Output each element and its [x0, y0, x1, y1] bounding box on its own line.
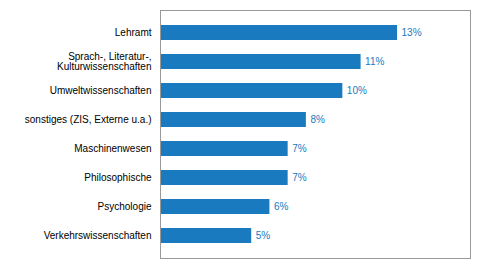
svg-text:5%: 5%: [256, 230, 271, 241]
svg-text:10%: 10%: [347, 85, 367, 96]
svg-text:11%: 11%: [365, 56, 384, 67]
svg-text:Verkehrswissenschaften: Verkehrswissenschaften: [44, 230, 152, 241]
svg-text:8%: 8%: [310, 114, 325, 125]
svg-text:6%: 6%: [274, 201, 289, 212]
svg-text:Maschinenwesen: Maschinenwesen: [74, 143, 151, 154]
svg-text:Umweltwissenschaften: Umweltwissenschaften: [50, 85, 152, 96]
svg-text:Lehramt: Lehramt: [115, 27, 152, 38]
svg-text:7%: 7%: [292, 172, 307, 183]
svg-text:Sprach-, Literatur-,Kulturwiss: Sprach-, Literatur-,Kulturwissenschaften: [57, 51, 152, 72]
svg-text:7%: 7%: [292, 143, 307, 154]
svg-text:sonstiges (ZIS, Externe u.a.): sonstiges (ZIS, Externe u.a.): [25, 114, 152, 125]
svg-text:13%: 13%: [402, 27, 422, 38]
svg-text:Philosophische: Philosophische: [84, 172, 152, 183]
svg-text:Psychologie: Psychologie: [98, 201, 152, 212]
